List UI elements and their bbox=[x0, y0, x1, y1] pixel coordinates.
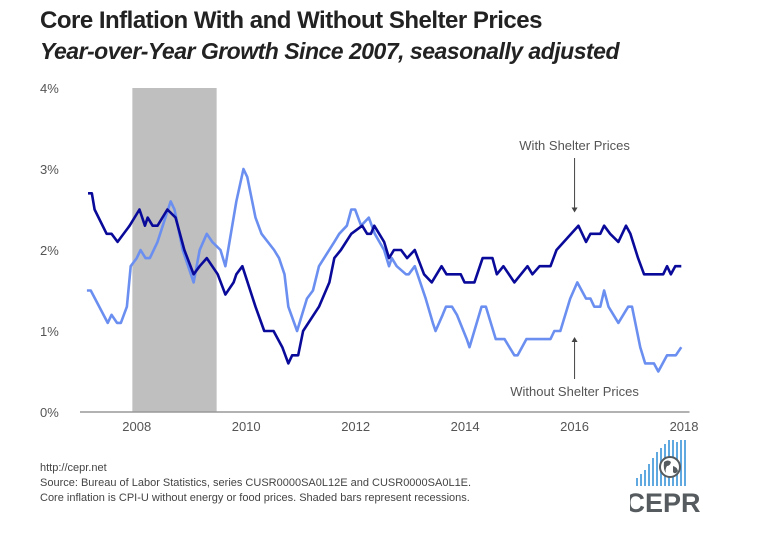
globe-icon bbox=[659, 456, 681, 478]
arrowhead-down-icon bbox=[571, 207, 578, 213]
series-line-with-shelter-prices bbox=[88, 192, 682, 365]
y-tick-label: 3% bbox=[40, 162, 59, 177]
x-tick-label: 2016 bbox=[560, 419, 589, 434]
chart-subtitle: Year-over-Year Growth Since 2007, season… bbox=[40, 38, 620, 64]
y-tick-label: 4% bbox=[40, 81, 59, 96]
annotation-with-shelter: With Shelter Prices bbox=[519, 138, 630, 153]
annotation-without-shelter: Without Shelter Prices bbox=[510, 384, 639, 399]
cepr-logo: CEPR bbox=[625, 440, 710, 525]
chart-plot: 0% 1% 2% 3% 4% 2008 2010 2012 2014 2016 2018 With S… bbox=[40, 81, 699, 434]
logo-text: CEPR bbox=[630, 488, 701, 518]
x-tick-label: 2018 bbox=[670, 419, 699, 434]
x-tick-label: 2010 bbox=[232, 419, 261, 434]
y-tick-label: 2% bbox=[40, 243, 59, 258]
recession-bar bbox=[132, 88, 217, 412]
x-tick-label: 2012 bbox=[341, 419, 370, 434]
x-tick-label: 2014 bbox=[451, 419, 480, 434]
y-tick-label: 1% bbox=[40, 324, 59, 339]
cepr-logo-graphic: CEPR bbox=[625, 440, 701, 518]
chart-title: Core Inflation With and Without Shelter … bbox=[40, 7, 542, 34]
arrowhead-up-icon bbox=[571, 337, 578, 343]
footer-url: http://cepr.net bbox=[40, 462, 107, 474]
y-tick-label: 0% bbox=[40, 405, 59, 420]
footer-source: Source: Bureau of Labor Statistics, seri… bbox=[40, 477, 472, 489]
x-tick-label: 2008 bbox=[122, 419, 151, 434]
footer-note: Core inflation is CPI-U without energy o… bbox=[40, 492, 470, 504]
